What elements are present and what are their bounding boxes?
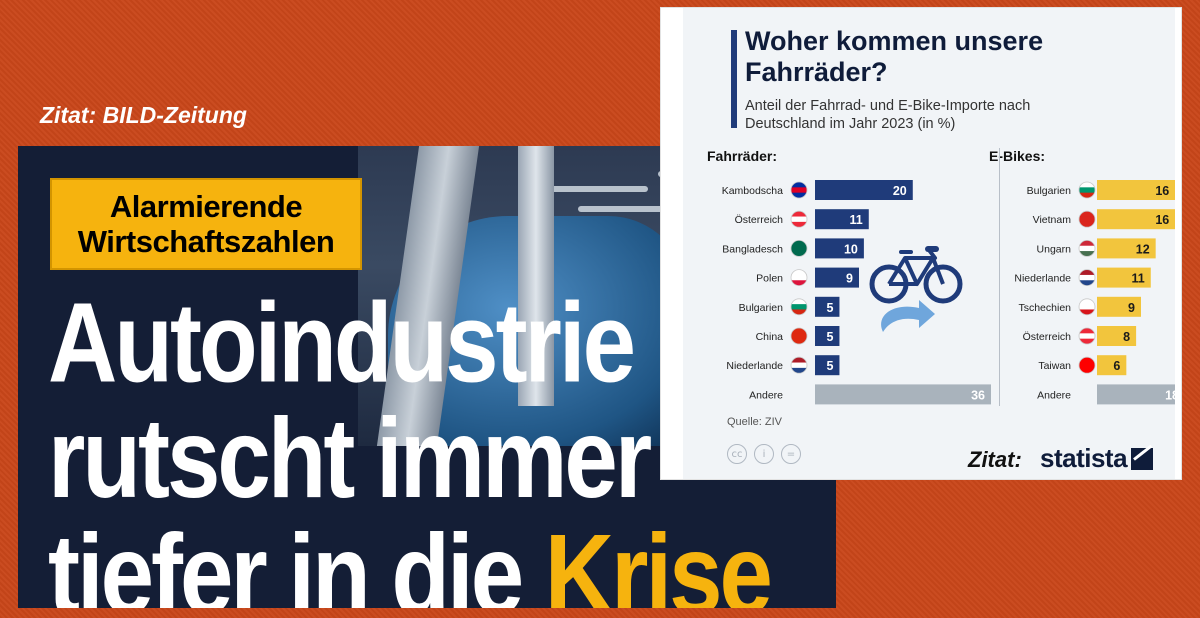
bikes-flag-polen: [790, 269, 808, 286]
bikes-bar-bulgarien: [815, 296, 840, 317]
chart-source: Quelle: ZIV: [727, 416, 783, 428]
ebikes-bar-vietnam: [1097, 209, 1175, 230]
headline-line-1: Autoindustrie: [48, 280, 636, 407]
statista-quote-label: Zitat:: [968, 447, 1022, 472]
headline-line-3: tiefer in die Krise: [48, 517, 773, 608]
bikes-bar-oesterreich: [815, 209, 869, 230]
headline-line-3-text: tiefer in die: [48, 511, 545, 608]
ebikes-bar-andere: [1097, 384, 1175, 405]
ebikes-label-taiwan: Taiwan: [1038, 360, 1071, 372]
chart-area: Woher kommen unsere Fahrräder? Anteil de…: [683, 8, 1175, 479]
statista-logo-icon: [1131, 447, 1154, 470]
bikes-value-oesterreich: 11: [850, 213, 863, 227]
bikes-label-polen: Polen: [756, 273, 783, 285]
ebikes-panel-title: E-Bikes:: [989, 148, 1046, 164]
bikes-flag-bulgarien: [790, 298, 808, 316]
cc-icon: cc: [727, 444, 747, 464]
alarm-tag-line-1: Alarmierende: [109, 189, 303, 224]
ebikes-bar-oesterreich: [1097, 326, 1137, 346]
ebikes-value-ungarn: 12: [1136, 242, 1150, 256]
ebikes-bar-niederlande: [1097, 267, 1151, 288]
ebikes-bar-chart: Bulgarien 16 Vietnam 16 Ungarn 12 Niederlande 1…: [1014, 180, 1175, 405]
ebikes-label-vietnam: Vietnam: [1033, 214, 1072, 226]
bikes-bar-bangladesch: [815, 238, 864, 259]
bikes-value-bangladesch: 10: [844, 242, 858, 256]
bikes-bar-polen: [815, 267, 859, 288]
bikes-value-china: 5: [826, 330, 833, 344]
bikes-bar-china: [815, 326, 840, 346]
chart-title: Woher kommen unsere Fahrräder?: [745, 26, 1044, 87]
headline-accent: Krise: [544, 511, 773, 608]
ebikes-label-oesterreich: Österreich: [1023, 331, 1072, 343]
bikes-flag-china: [790, 327, 808, 345]
ebikes-value-taiwan: 6: [1113, 359, 1120, 373]
ebikes-bar-bulgarien: [1097, 180, 1175, 200]
statista-chart-card: Woher kommen unsere Fahrräder? Anteil de…: [661, 8, 1181, 479]
ebikes-bar-ungarn: [1097, 238, 1156, 259]
bikes-panel-title: Fahrräder:: [707, 148, 778, 164]
ebikes-flag-vietnam: [1078, 210, 1096, 228]
ebikes-value-oesterreich: 8: [1123, 330, 1130, 344]
ebikes-label-tschechien: Tschechien: [1018, 302, 1071, 314]
ebikes-flag-tschechien: [1078, 298, 1096, 316]
bikes-label-andere: Andere: [749, 389, 783, 401]
bikes-bar-chart: Kambodscha 20 Österreich 11 Bangladesch 10 Pol…: [722, 180, 991, 405]
statista-logo: statista: [1040, 443, 1154, 474]
bikes-bar-andere: [815, 384, 991, 405]
bikes-flag-bangladesch: [790, 240, 808, 257]
ebikes-label-andere: Andere: [1037, 389, 1071, 401]
equals-icon: =: [781, 444, 801, 464]
headline-line-2: rutscht immer: [48, 395, 652, 522]
bikes-value-polen: 9: [846, 272, 853, 286]
ebikes-label-bulgarien: Bulgarien: [1027, 185, 1072, 197]
alarm-tag: Alarmierende Wirtschaftszahlen: [50, 178, 362, 270]
ebikes-flag-bulgarien: [1078, 181, 1096, 199]
chart-subtitle: Anteil der Fahrrad- und E-Bike-Importe n…: [745, 98, 1031, 132]
bikes-label-kambodscha: Kambodscha: [722, 185, 783, 197]
ebikes-bar-tschechien: [1097, 296, 1141, 317]
ebikes-value-niederlande: 11: [1132, 272, 1145, 286]
ebikes-bar-taiwan: [1097, 355, 1127, 376]
bikes-bar-niederlande: [815, 355, 840, 376]
ebikes-value-vietnam: 16: [1155, 213, 1169, 227]
ebikes-flag-oesterreich: [1078, 327, 1096, 345]
ebikes-value-andere: 18: [1165, 388, 1175, 402]
ebikes-flag-ungarn: [1078, 240, 1096, 257]
panel-divider: [999, 148, 1000, 406]
ebikes-flag-taiwan: [1078, 356, 1096, 374]
ebikes-value-tschechien: 9: [1128, 301, 1135, 315]
bikes-label-china: China: [756, 331, 784, 343]
bild-quote-label: Zitat: BILD-Zeitung: [40, 102, 247, 128]
title-accent-bar: [731, 30, 737, 128]
bikes-label-niederlande: Niederlande: [726, 360, 783, 372]
bikes-value-niederlande: 5: [826, 359, 833, 373]
bikes-value-kambodscha: 20: [893, 184, 907, 198]
bikes-flag-niederlande: [790, 356, 808, 374]
bicycle-icon: [869, 246, 963, 332]
bild-headline: Autoindustrie rutscht immer tiefer in di…: [48, 280, 773, 608]
ebikes-flag-niederlande: [1078, 269, 1096, 286]
bikes-bar-kambodscha: [815, 180, 913, 200]
ebikes-value-bulgarien: 16: [1155, 184, 1169, 198]
bikes-value-bulgarien: 5: [826, 301, 833, 315]
bikes-flag-oesterreich: [790, 210, 808, 228]
statista-wordmark: statista: [1040, 443, 1128, 473]
ebikes-label-ungarn: Ungarn: [1037, 243, 1072, 255]
bikes-value-andere: 36: [971, 388, 985, 402]
ebikes-label-niederlande: Niederlande: [1014, 273, 1071, 285]
bikes-label-bulgarien: Bulgarien: [739, 302, 784, 314]
bikes-flag-kambodscha: [790, 181, 808, 199]
license-icons: cc i =: [727, 444, 801, 464]
alarm-tag-line-2: Wirtschaftszahlen: [77, 224, 335, 259]
bikes-label-bangladesch: Bangladesch: [722, 243, 783, 255]
person-icon: i: [754, 444, 774, 464]
bikes-label-oesterreich: Österreich: [735, 214, 784, 226]
